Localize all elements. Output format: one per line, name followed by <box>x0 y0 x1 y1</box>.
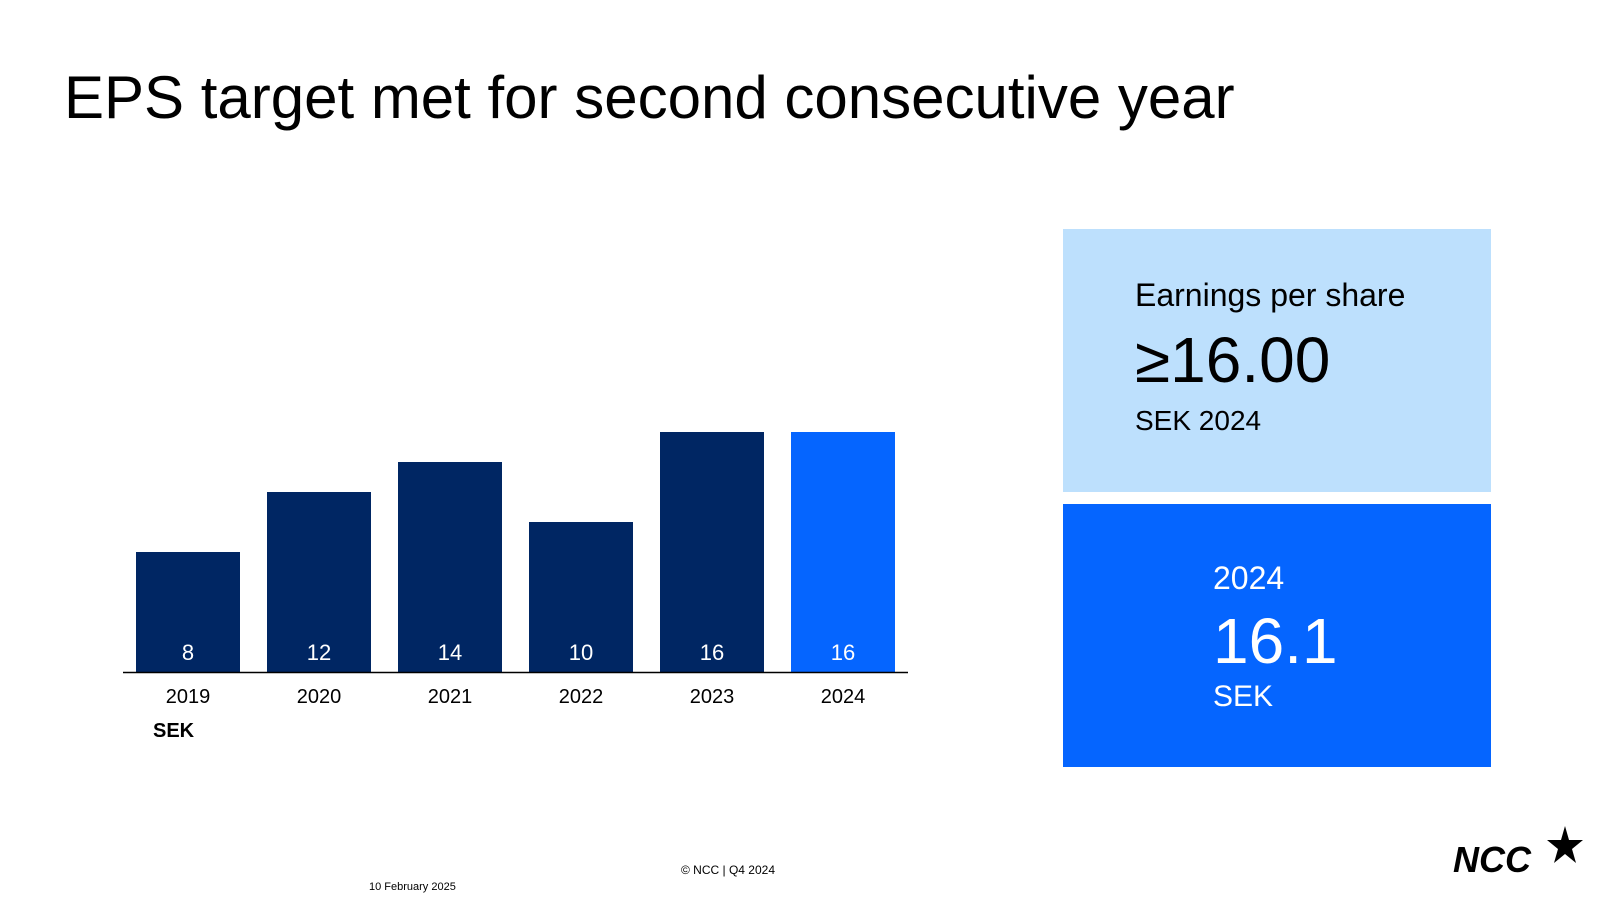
x-tick-label-2023: 2023 <box>690 686 735 708</box>
data-label-2019: 8 <box>182 640 194 665</box>
result-unit: SEK <box>1213 680 1274 713</box>
result-year: 2024 <box>1213 560 1285 596</box>
target-unit: SEK 2024 <box>1135 405 1262 436</box>
target-label: Earnings per share <box>1135 277 1406 313</box>
bar-2020 <box>267 492 371 672</box>
ncc-logo: NCC <box>1453 826 1583 880</box>
footer-date: 10 February 2025 <box>369 881 456 893</box>
bar-2022 <box>529 522 633 672</box>
data-label-2020: 12 <box>307 640 331 665</box>
data-label-2021: 14 <box>438 640 462 665</box>
x-tick-label-2022: 2022 <box>559 686 604 708</box>
x-tick-label-2020: 2020 <box>297 686 342 708</box>
eps-target-box: Earnings per share ≥16.00 SEK 2024 <box>1063 229 1491 492</box>
bar-2021 <box>398 462 502 672</box>
data-label-2024: 16 <box>831 640 855 665</box>
x-tick-label-2024: 2024 <box>821 686 866 708</box>
bar-2019 <box>136 552 240 672</box>
x-tick-label-2019: 2019 <box>166 686 211 708</box>
slide-title: EPS target met for second consecutive ye… <box>64 64 1235 131</box>
target-value: ≥16.00 <box>1135 324 1331 396</box>
logo-text: NCC <box>1453 839 1532 880</box>
footer-copyright: © NCC | Q4 2024 <box>681 863 775 877</box>
x-tick-label-2021: 2021 <box>428 686 473 708</box>
star-icon <box>1547 826 1583 863</box>
chart-unit-label: SEK <box>153 720 195 742</box>
data-label-2022: 10 <box>569 640 593 665</box>
bar-2023 <box>660 432 764 672</box>
eps-result-box: 2024 16.1 SEK <box>1063 504 1491 767</box>
eps-bar-chart: 8 2019 12 2020 14 2021 10 2022 16 2023 16 2024 <box>123 432 908 708</box>
bar-2024 <box>791 432 895 672</box>
data-label-2023: 16 <box>700 640 724 665</box>
result-value: 16.1 <box>1213 605 1338 677</box>
